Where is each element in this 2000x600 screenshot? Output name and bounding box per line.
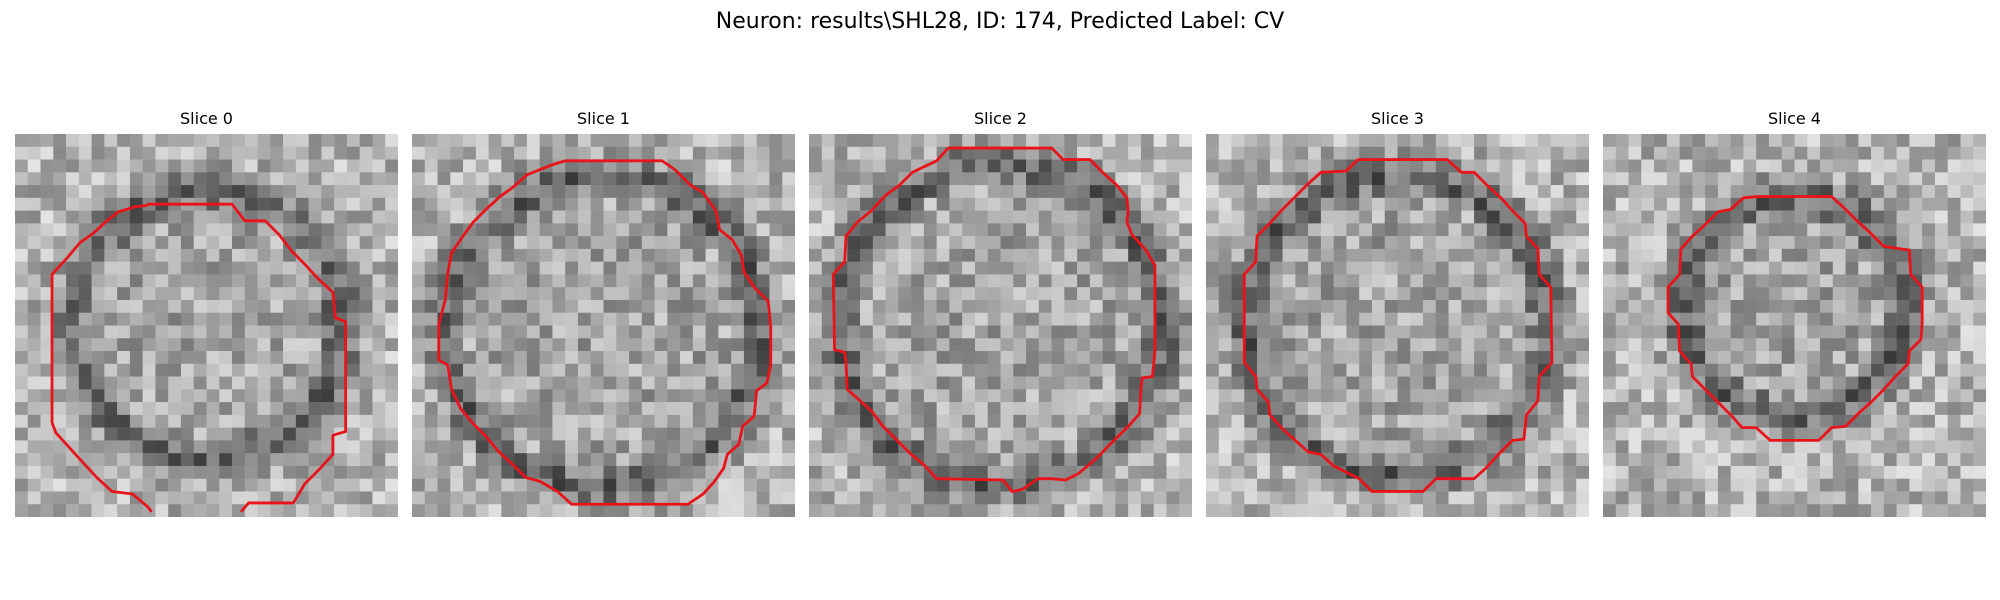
slice-title: Slice 0 xyxy=(180,109,233,128)
slice-title: Slice 1 xyxy=(577,109,630,128)
slice-image xyxy=(15,134,398,517)
slice-image xyxy=(412,134,795,517)
slice-panel-2: Slice 2 xyxy=(809,108,1192,518)
contour-outline xyxy=(1242,158,1554,493)
figure-title: Neuron: results\SHL28, ID: 174, Predicte… xyxy=(715,9,1285,34)
slice-panel-1: Slice 1 xyxy=(412,108,795,518)
slice-title: Slice 4 xyxy=(1768,109,1821,128)
slice-image xyxy=(1206,134,1589,517)
slice-panel-3: Slice 3 xyxy=(1206,108,1589,518)
contour-outline xyxy=(1666,195,1924,442)
slice-title: Slice 2 xyxy=(974,109,1027,128)
slice-title: Slice 3 xyxy=(1371,109,1424,128)
slice-image xyxy=(809,134,1192,517)
slice-panel-4: Slice 4 xyxy=(1603,108,1986,518)
contour-outline xyxy=(437,159,773,506)
slice-image xyxy=(1603,134,1986,517)
contour-outline xyxy=(50,202,348,513)
contour-outline xyxy=(831,146,1157,493)
slice-panel-0: Slice 0 xyxy=(15,108,398,518)
